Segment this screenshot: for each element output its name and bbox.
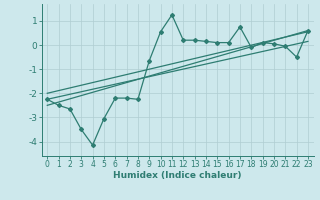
X-axis label: Humidex (Indice chaleur): Humidex (Indice chaleur) [113, 171, 242, 180]
